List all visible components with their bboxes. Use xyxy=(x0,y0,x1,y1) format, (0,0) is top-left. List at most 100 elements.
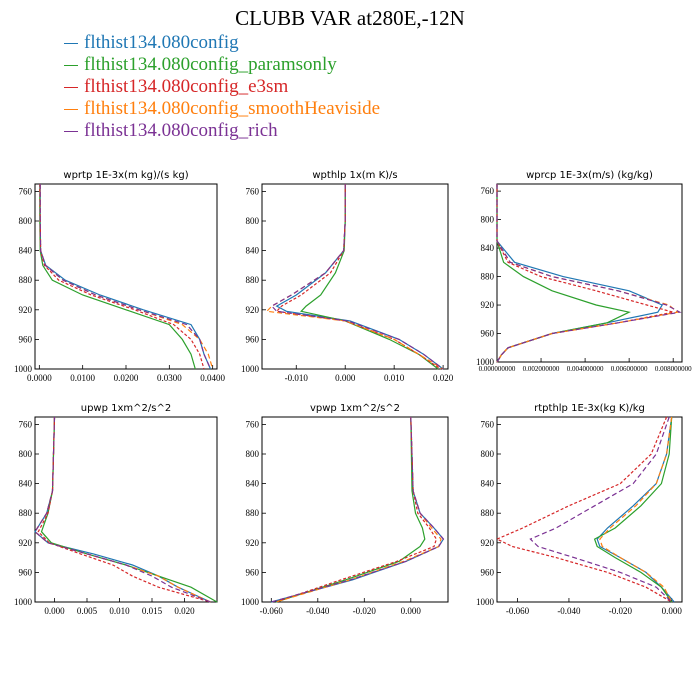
series-line xyxy=(34,416,211,603)
x-tick-label: 0.000 xyxy=(335,373,356,383)
y-tick-label: 880 xyxy=(246,508,260,518)
y-tick-label: 880 xyxy=(246,275,260,285)
y-tick-label: 800 xyxy=(246,449,260,459)
y-tick-label: 960 xyxy=(19,334,33,344)
series-line xyxy=(593,416,673,603)
x-tick-label: 0.002000000 xyxy=(523,365,560,373)
panel-title: rtpthlp 1E-3x(kg K)/kg xyxy=(534,403,645,414)
x-tick-label: -0.020 xyxy=(609,606,633,616)
x-tick-label: 0.005 xyxy=(77,606,98,616)
legend-entry: flthist134.080config_rich xyxy=(64,120,380,142)
x-tick-label: 0.0300 xyxy=(157,373,182,383)
x-tick-label: -0.020 xyxy=(353,606,377,616)
x-tick-label: 0.010 xyxy=(109,606,130,616)
x-tick-label: 0.0000 xyxy=(27,373,52,383)
x-tick-label: 0.020 xyxy=(433,373,454,383)
legend-entry: flthist134.080config_paramsonly xyxy=(64,54,380,76)
legend-label: flthist134.080config_rich xyxy=(84,120,278,141)
x-tick-label: 0.020 xyxy=(174,606,195,616)
panel-title: wprcp 1E-3x(m/s) (kg/kg) xyxy=(526,170,653,181)
series-line xyxy=(34,416,211,603)
y-tick-label: 800 xyxy=(481,215,495,225)
series-line xyxy=(275,416,438,603)
y-tick-label: 760 xyxy=(246,186,260,196)
y-tick-label: 800 xyxy=(19,449,33,459)
y-tick-label: 880 xyxy=(481,272,495,282)
series-line xyxy=(39,184,212,370)
series-line xyxy=(275,416,426,603)
series-line xyxy=(496,184,631,363)
y-tick-label: 1000 xyxy=(241,597,260,607)
y-tick-label: 1000 xyxy=(476,357,495,367)
series-line xyxy=(39,183,205,370)
x-tick-label: -0.060 xyxy=(506,606,530,616)
plot-frame xyxy=(261,416,449,603)
x-tick-label: 0.006000000 xyxy=(611,365,648,373)
y-tick-label: 960 xyxy=(481,567,495,577)
series-line xyxy=(300,184,439,370)
x-tick-label: 0.0200 xyxy=(114,373,139,383)
panel-title: upwp 1xm^2/s^2 xyxy=(81,403,171,414)
y-tick-label: 840 xyxy=(481,243,495,253)
series-line xyxy=(40,416,218,603)
legend-label: flthist134.080config xyxy=(84,32,239,53)
x-tick-label: 0.015 xyxy=(142,606,163,616)
x-tick-label: 0.0100 xyxy=(70,373,95,383)
series-line xyxy=(39,184,196,370)
y-tick-label: 840 xyxy=(19,479,33,489)
series-line xyxy=(496,184,664,363)
y-tick-label: 760 xyxy=(19,419,33,429)
y-tick-label: 840 xyxy=(246,246,260,256)
series-line xyxy=(529,416,673,603)
y-tick-label: 880 xyxy=(481,508,495,518)
x-tick-label: 0.008000000 xyxy=(655,365,692,373)
x-tick-label: 0.004000000 xyxy=(567,365,604,373)
y-tick-label: 760 xyxy=(19,186,33,196)
y-tick-label: 880 xyxy=(19,275,33,285)
y-tick-label: 800 xyxy=(19,216,33,226)
y-tick-label: 920 xyxy=(481,538,495,548)
y-tick-label: 840 xyxy=(246,479,260,489)
legend-entry: flthist134.080config_smoothHeaviside xyxy=(64,98,380,120)
x-tick-label: -0.010 xyxy=(285,373,309,383)
y-tick-label: 840 xyxy=(481,479,495,489)
series-line xyxy=(599,416,673,603)
series-line xyxy=(34,416,211,603)
legend-label: flthist134.080config_smoothHeaviside xyxy=(84,98,381,119)
x-tick-label: -0.060 xyxy=(260,606,284,616)
legend-line-icon xyxy=(64,65,78,67)
y-tick-label: 1000 xyxy=(241,364,260,374)
y-tick-label: 840 xyxy=(19,246,33,256)
legend-label: flthist134.080config_paramsonly xyxy=(84,54,337,75)
x-tick-label: 0.000 xyxy=(44,606,65,616)
y-tick-label: 1000 xyxy=(14,597,33,607)
panel-title: wprtp 1E-3x(m kg)/(s kg) xyxy=(63,170,188,181)
x-tick-label: -0.040 xyxy=(306,606,330,616)
x-tick-label: 0.010 xyxy=(384,373,405,383)
series-line xyxy=(496,184,679,363)
y-tick-label: 960 xyxy=(19,567,33,577)
y-tick-label: 960 xyxy=(246,567,260,577)
y-tick-label: 1000 xyxy=(14,364,33,374)
y-tick-label: 960 xyxy=(481,329,495,339)
series-line xyxy=(270,184,444,370)
panel-title: wpthlp 1x(m K)/s xyxy=(312,170,397,181)
series-line xyxy=(275,184,444,370)
series-line xyxy=(275,184,442,370)
y-tick-label: 920 xyxy=(19,305,33,315)
y-tick-label: 880 xyxy=(19,508,33,518)
series-line xyxy=(37,416,211,603)
legend-line-icon xyxy=(64,131,78,133)
plot-frame xyxy=(496,183,683,363)
y-tick-label: 920 xyxy=(246,538,260,548)
series-line xyxy=(265,184,444,370)
series-line xyxy=(495,416,672,603)
series-line xyxy=(39,184,212,370)
x-tick-label: -0.040 xyxy=(557,606,581,616)
plot-frame xyxy=(34,416,218,603)
legend-entry: flthist134.080config xyxy=(64,32,380,54)
y-tick-label: 960 xyxy=(246,334,260,344)
legend: flthist134.080config flthist134.080confi… xyxy=(64,32,380,142)
plot-frame xyxy=(496,416,683,603)
